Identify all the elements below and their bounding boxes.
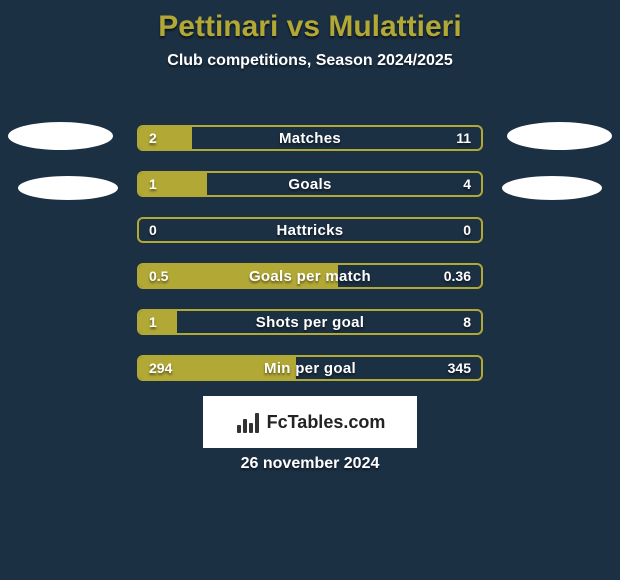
- stat-row-goals-per-match: 0.5 Goals per match 0.36: [137, 263, 483, 289]
- page-subtitle: Club competitions, Season 2024/2025: [0, 52, 620, 70]
- stat-label: Shots per goal: [139, 311, 481, 333]
- stat-right-value: 345: [448, 357, 471, 379]
- stat-label: Min per goal: [139, 357, 481, 379]
- stat-right-value: 8: [463, 311, 471, 333]
- player-right-avatar-placeholder-1: [507, 122, 612, 150]
- player-left-avatar-placeholder-2: [18, 176, 118, 200]
- stat-row-matches: 2 Matches 11: [137, 125, 483, 151]
- brand-badge: FcTables.com: [203, 396, 417, 448]
- stat-label: Goals: [139, 173, 481, 195]
- stat-label: Goals per match: [139, 265, 481, 287]
- player-right-avatar-placeholder-2: [502, 176, 602, 200]
- comparison-bars: 2 Matches 11 1 Goals 4 0 Hattricks 0 0.5…: [137, 125, 483, 401]
- stat-row-hattricks: 0 Hattricks 0: [137, 217, 483, 243]
- brand-text: FcTables.com: [267, 412, 386, 433]
- stat-right-value: 4: [463, 173, 471, 195]
- stat-right-value: 0.36: [444, 265, 471, 287]
- bar-chart-icon: [235, 411, 261, 433]
- stat-right-value: 0: [463, 219, 471, 241]
- stat-label: Hattricks: [139, 219, 481, 241]
- player-left-avatar-placeholder-1: [8, 122, 113, 150]
- stat-label: Matches: [139, 127, 481, 149]
- stat-right-value: 11: [456, 127, 471, 149]
- date-text: 26 november 2024: [0, 455, 620, 473]
- stat-row-shots-per-goal: 1 Shots per goal 8: [137, 309, 483, 335]
- stat-row-goals: 1 Goals 4: [137, 171, 483, 197]
- page-title: Pettinari vs Mulattieri: [0, 0, 620, 44]
- stat-row-min-per-goal: 294 Min per goal 345: [137, 355, 483, 381]
